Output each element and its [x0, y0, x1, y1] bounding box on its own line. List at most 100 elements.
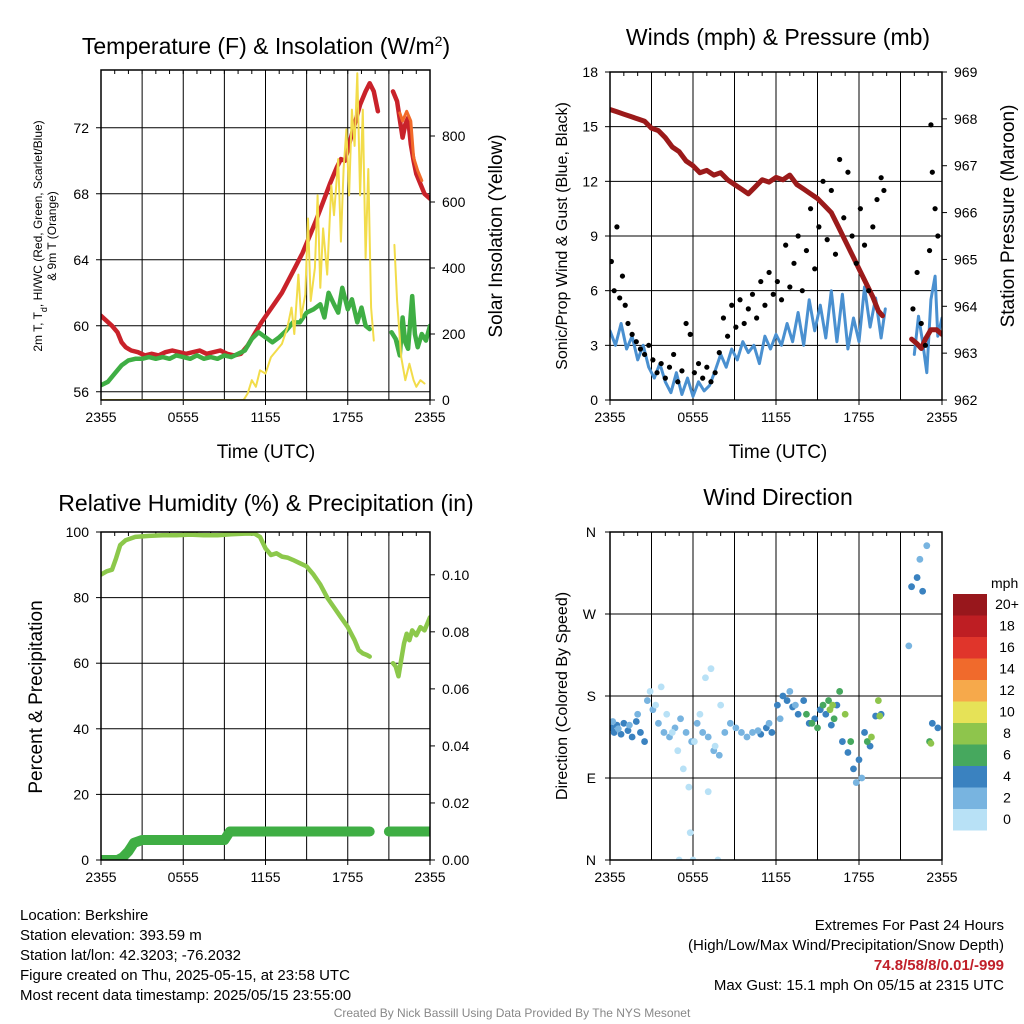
- plot-frame: [609, 71, 943, 401]
- direction-point: [754, 727, 762, 735]
- direction-point: [794, 710, 802, 718]
- gust-point: [774, 278, 780, 285]
- x-tick-label: 1155: [250, 869, 280, 885]
- direction-point: [861, 729, 868, 736]
- gust-point: [666, 364, 673, 370]
- direction-point: [916, 555, 924, 563]
- direction-point: [927, 739, 935, 747]
- gust-point: [662, 375, 668, 381]
- gust-point: [932, 206, 938, 212]
- gust-point: [633, 339, 639, 345]
- gust-point: [619, 273, 626, 279]
- y-tick-label-right: 965: [954, 251, 978, 267]
- direction-point: [791, 701, 799, 709]
- gust-point: [910, 306, 916, 312]
- gust-point: [845, 169, 851, 175]
- direction-point: [908, 583, 915, 591]
- temperature-panel: Temperature (F) & Insolation (W/m2) Time…: [31, 33, 507, 463]
- gust-point: [687, 331, 693, 337]
- gust-point: [820, 178, 826, 184]
- gust-point: [926, 247, 933, 254]
- y-tick-label-left: 60: [73, 655, 89, 671]
- x-tick-label: 1155: [761, 409, 791, 425]
- winds-x-axis-label: Time (UTC): [729, 442, 828, 463]
- gust-point: [683, 320, 689, 327]
- y-tick-label-right: 969: [954, 64, 978, 80]
- extremes-info: Extremes For Past 24 Hours (High/Low/Max…: [688, 916, 1004, 996]
- gust-point: [803, 247, 810, 254]
- gust-point: [617, 295, 623, 301]
- gust-point: [841, 215, 847, 221]
- figure-created: Figure created on Thu, 2025-05-15, at 23…: [20, 967, 350, 984]
- gust-point: [622, 302, 628, 308]
- x-tick-label: 1755: [332, 409, 363, 425]
- y-tick-label-right: 0.02: [442, 795, 469, 811]
- direction-point: [825, 697, 832, 704]
- y-tick-label-left: 68: [73, 186, 89, 202]
- y-tick-label-right: 200: [442, 326, 466, 342]
- direction-point: [655, 719, 662, 727]
- colorbar-swatch: [953, 766, 987, 788]
- direction-points: [610, 542, 942, 860]
- extremes-title: Extremes For Past 24 Hours: [814, 917, 1004, 934]
- gust-point: [791, 260, 797, 266]
- gust-point: [708, 379, 714, 385]
- direction-point: [773, 701, 781, 709]
- direction-point: [643, 697, 651, 704]
- speed-colorbar: mph 20+ 18 16 14 12 10 8 6 4 2 0: [953, 575, 1019, 831]
- y-tick-label-right: 800: [442, 128, 466, 144]
- x-tick-label: 0555: [677, 409, 708, 425]
- gust-point: [611, 288, 617, 294]
- direction-point: [803, 710, 810, 718]
- y-tick-label-left: 56: [73, 384, 89, 400]
- gust-point: [679, 368, 685, 374]
- gust-point: [837, 156, 843, 163]
- direction-point: [686, 829, 694, 837]
- gust-point: [754, 315, 760, 321]
- y-tick-label-right: 963: [954, 345, 978, 361]
- direction-point: [652, 701, 660, 709]
- direction-point: [677, 715, 684, 723]
- x-tick-label: 0555: [168, 409, 199, 425]
- gust-point: [853, 260, 859, 266]
- direction-point: [685, 783, 693, 791]
- direction-point: [847, 738, 855, 745]
- direction-point: [786, 688, 794, 695]
- y-tick-label: W: [583, 606, 597, 622]
- y-tick-label: N: [586, 852, 596, 868]
- y-tick-label-left: 72: [73, 120, 89, 136]
- gust-point: [799, 288, 805, 294]
- y-tick-label-right: 964: [954, 298, 978, 314]
- direction-point: [783, 697, 791, 704]
- direction-point: [628, 733, 636, 741]
- direction-point: [625, 721, 633, 729]
- direction-point: [620, 719, 628, 727]
- gust-point: [816, 224, 822, 230]
- gust-point: [870, 224, 876, 230]
- gust-point: [712, 370, 718, 376]
- gust-point: [724, 333, 731, 339]
- x-tick-label: 2355: [594, 869, 625, 885]
- extremes-subtitle: (High/Low/Max Wind/Precipitation/Snow De…: [688, 937, 1004, 954]
- station-info: Location: Berkshire Station elevation: 3…: [20, 906, 351, 1006]
- direction-point: [717, 701, 725, 709]
- x-tick-label: 1155: [250, 409, 280, 425]
- gust-point: [749, 291, 756, 297]
- gust-point: [625, 320, 631, 327]
- gust-point: [745, 306, 751, 312]
- gust-point: [778, 297, 785, 303]
- gust-point: [758, 278, 764, 285]
- direction-point: [844, 749, 852, 756]
- gust-point: [787, 284, 793, 290]
- direction-point: [617, 730, 625, 738]
- direction-point: [674, 747, 682, 755]
- gust-point: [857, 206, 863, 212]
- direction-point: [702, 674, 709, 682]
- gust-point: [610, 258, 614, 265]
- direction-point: [874, 697, 882, 704]
- gust-point: [641, 351, 648, 358]
- direction-point: [721, 729, 729, 736]
- colorbar-label: 2: [1003, 790, 1011, 806]
- gust-point: [866, 288, 872, 294]
- max-gust: Max Gust: 15.1 mph On 05/15 at 2315 UTC: [713, 977, 1004, 994]
